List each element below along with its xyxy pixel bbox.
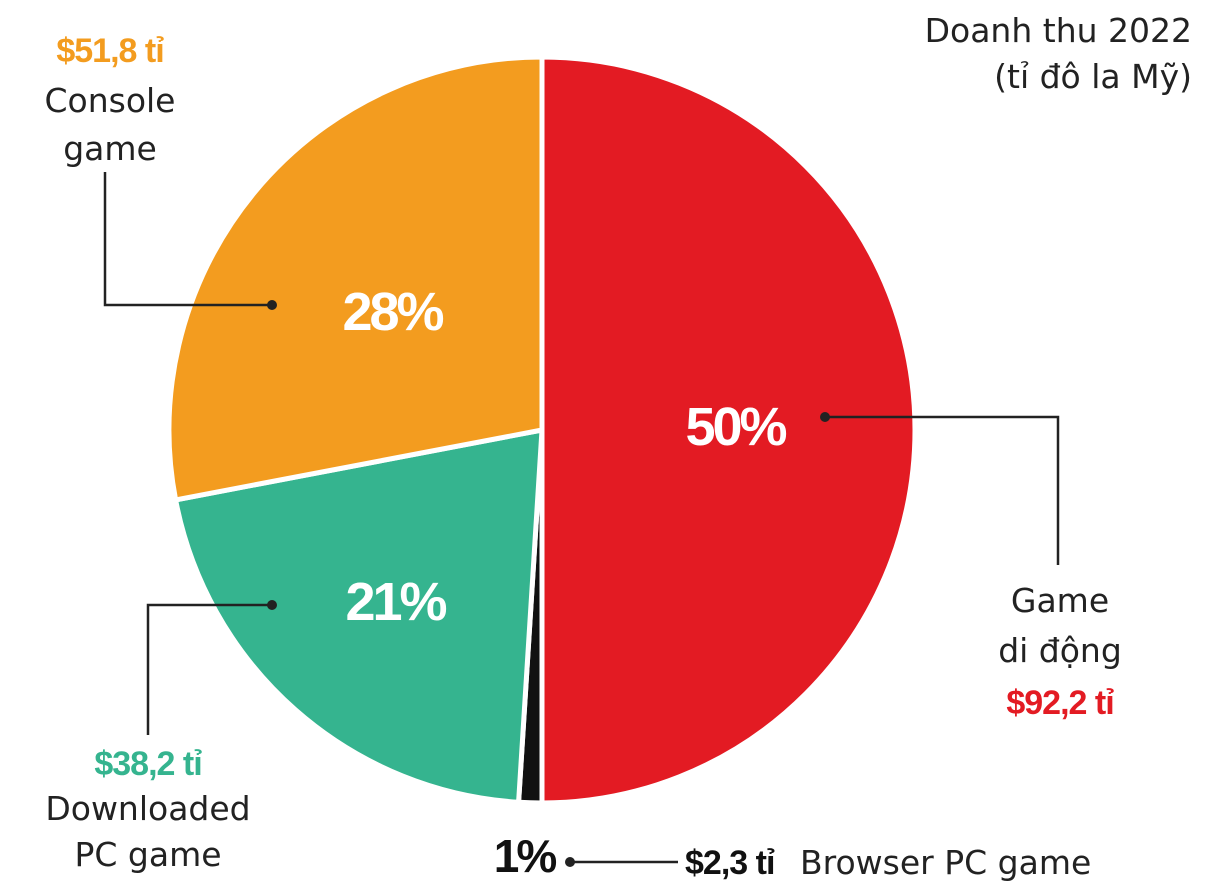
slice-percent-label: 50% <box>685 397 786 457</box>
leader-lines <box>103 172 1060 867</box>
slice-category-label: Game <box>1011 581 1109 620</box>
slice-value-label: $51,8 tỉ <box>56 32 164 70</box>
slice-category-label: Browser PC game <box>800 843 1091 882</box>
slice-category-label: game <box>63 129 157 168</box>
leader-line-mobile <box>825 415 1060 565</box>
pie-slice <box>173 427 545 805</box>
slice-value-label: $92,2 tỉ <box>1006 684 1114 722</box>
leader-dot-mobile <box>820 412 830 422</box>
leader-line-console <box>103 172 272 307</box>
chart-subtitle: (tỉ đô la Mỹ) <box>994 57 1192 96</box>
leader-dot-downloaded <box>267 600 277 610</box>
slice-category-label: Console <box>44 81 175 120</box>
leader-dot-browser <box>565 857 575 867</box>
pie-slice <box>539 54 918 806</box>
chart-title: Doanh thu 2022 <box>925 11 1192 50</box>
pie-slices <box>166 54 918 806</box>
leader-line-downloaded <box>146 603 272 735</box>
slice-value-label: $38,2 tỉ <box>94 745 202 783</box>
slice-percent-label: 28% <box>342 282 443 342</box>
slice-percent-label: 21% <box>345 572 446 632</box>
slice-category-label: Downloaded <box>45 789 250 828</box>
pie-slice <box>166 54 545 503</box>
leader-dot-console <box>267 300 277 310</box>
slice-value-label: $2,3 tỉ <box>685 844 775 882</box>
slice-percent-label: 1% <box>494 830 557 882</box>
slice-category-label: di động <box>998 631 1122 670</box>
slice-category-label: PC game <box>74 835 221 874</box>
